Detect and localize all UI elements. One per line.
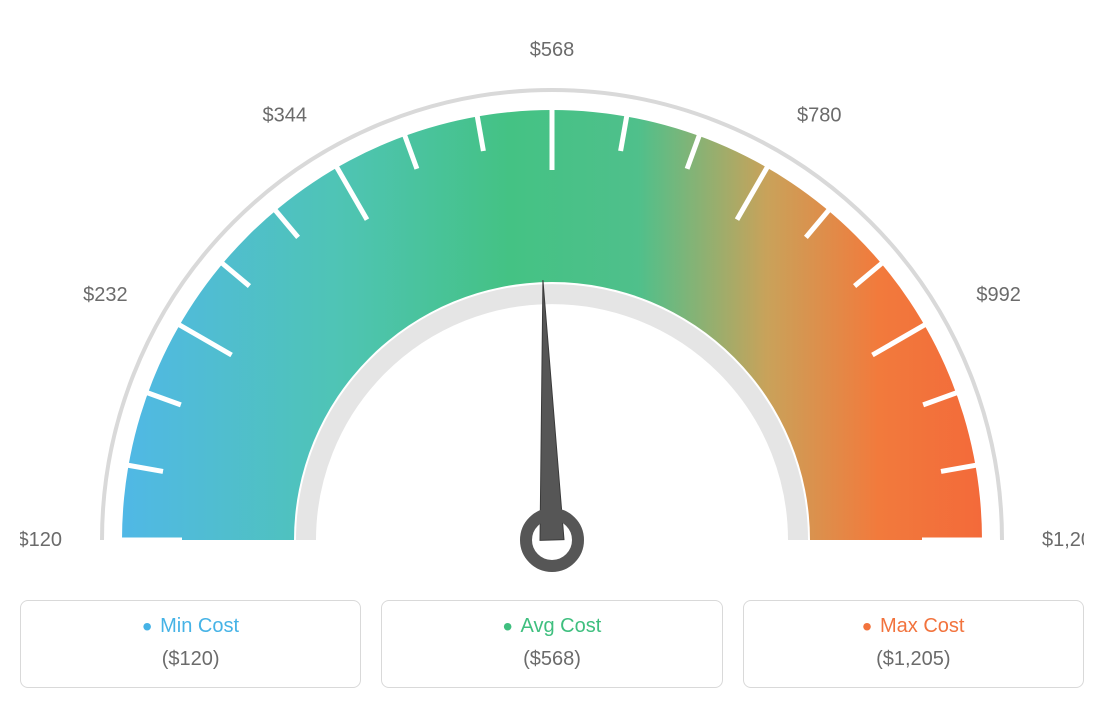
legend-card-avg: Avg Cost ($568) <box>381 600 722 688</box>
legend-card-min: Min Cost ($120) <box>20 600 361 688</box>
legend-avg-value: ($568) <box>392 648 711 671</box>
gauge-scale-label: $120 <box>20 529 62 551</box>
gauge-needle <box>540 280 564 540</box>
legend-avg-label: Avg Cost <box>503 615 602 638</box>
gauge-scale-label: $344 <box>263 105 308 127</box>
gauge-scale-label: $780 <box>797 105 842 127</box>
gauge-scale-label: $1,205 <box>1042 529 1084 551</box>
gauge-chart: $120 $232 $344 $568 $780 $992 $1,205 <box>20 20 1084 580</box>
legend-max-label: Max Cost <box>862 615 964 638</box>
legend-max-value: ($1,205) <box>754 648 1073 671</box>
legend-min-value: ($120) <box>31 648 350 671</box>
legend-card-max: Max Cost ($1,205) <box>743 600 1084 688</box>
legend-min-label: Min Cost <box>142 615 239 638</box>
gauge-scale-label: $568 <box>530 39 575 61</box>
legend-row: Min Cost ($120) Avg Cost ($568) Max Cost… <box>20 600 1084 688</box>
gauge-scale-label: $232 <box>83 284 128 306</box>
gauge-scale-label: $992 <box>976 284 1021 306</box>
